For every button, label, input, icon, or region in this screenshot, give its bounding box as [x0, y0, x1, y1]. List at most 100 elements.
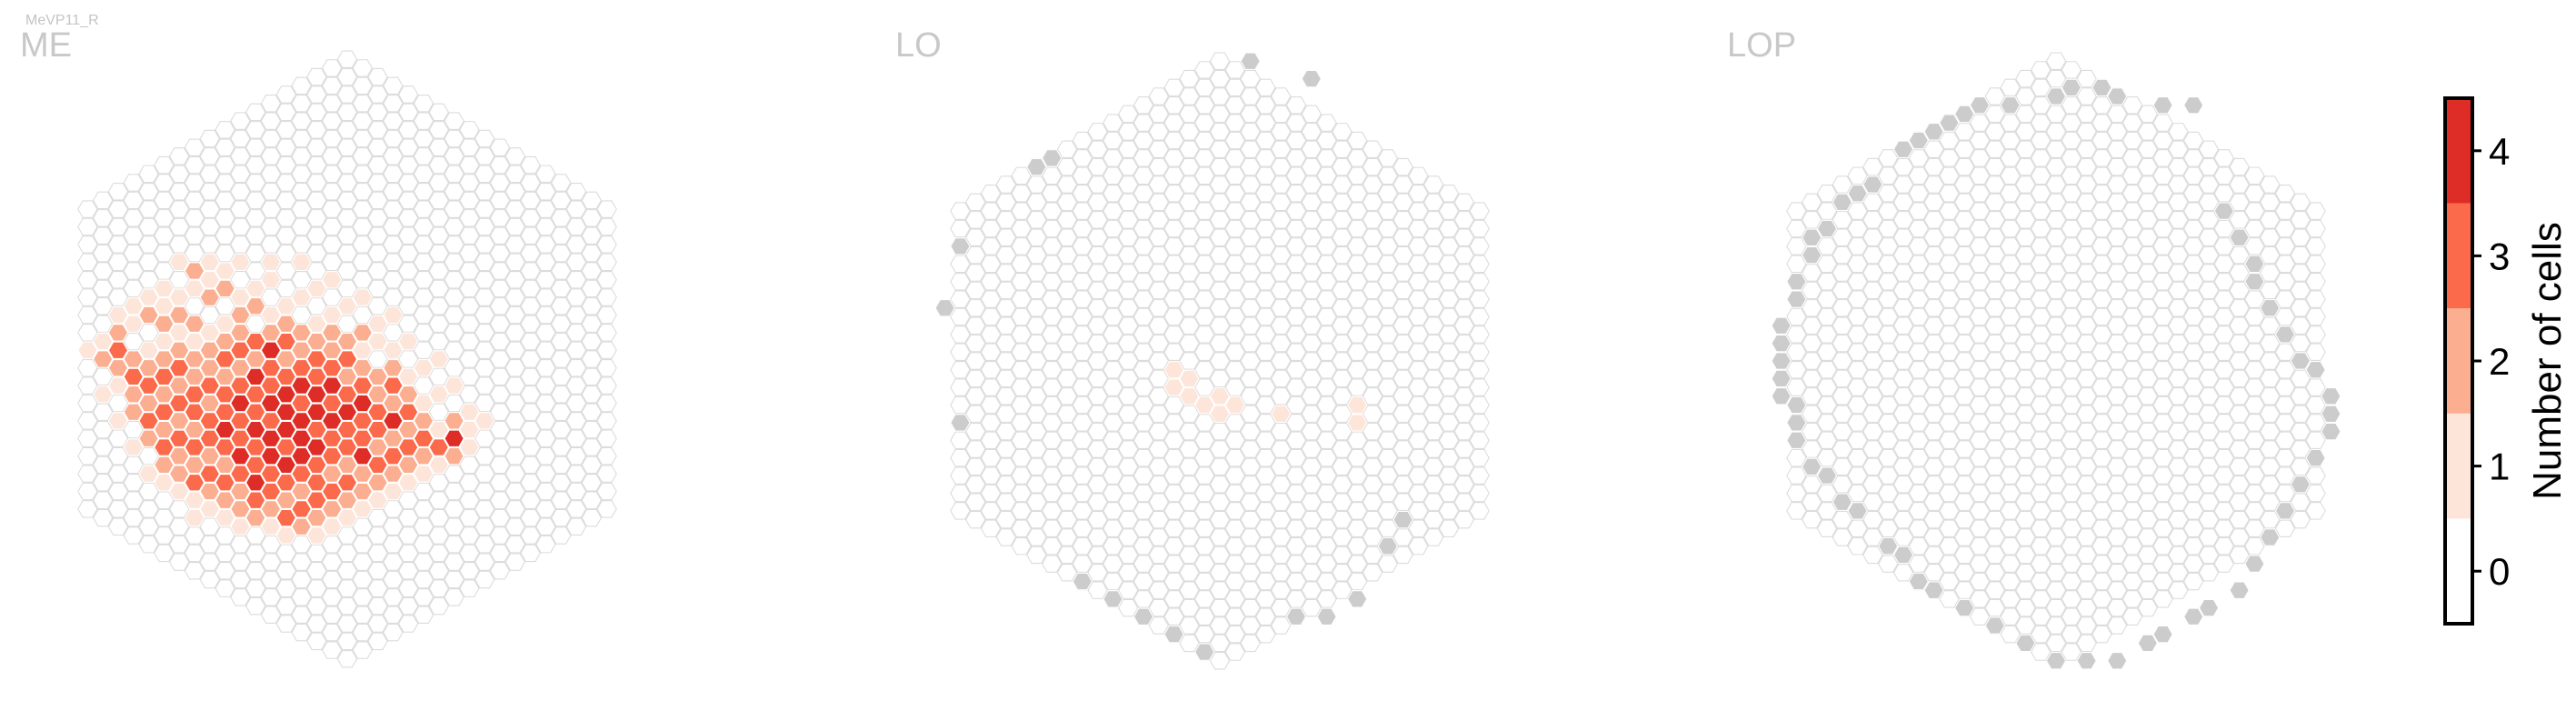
hex-count-1 [428, 350, 450, 368]
hex-empty [2030, 536, 2052, 556]
hex-empty [92, 315, 114, 333]
hex-empty [1408, 237, 1429, 255]
hex-boundary [1786, 414, 1807, 432]
hex-empty [1255, 325, 1276, 344]
hex-empty [1438, 484, 1460, 503]
hex-empty [1346, 149, 1368, 167]
hex-empty [2137, 369, 2159, 388]
hex-empty [1469, 431, 1490, 450]
hex-empty [397, 544, 419, 563]
hex-count-2 [321, 465, 343, 483]
hex-empty [1193, 625, 1215, 644]
hex-empty [428, 403, 450, 421]
hex-count-3 [413, 429, 434, 448]
hex-empty [565, 482, 587, 501]
hex-empty [2229, 457, 2250, 476]
hex-empty [2122, 502, 2143, 520]
hex-empty [1408, 484, 1429, 503]
hex-empty [1923, 175, 1944, 194]
hex-empty [1362, 369, 1383, 388]
hex-empty [1240, 352, 1261, 370]
hex-empty [1316, 555, 1337, 573]
hex-empty [995, 528, 1017, 546]
hex-empty [2092, 114, 2112, 132]
hex-empty [1316, 396, 1337, 415]
hex-boundary [1771, 387, 1792, 406]
hex-empty [520, 350, 541, 368]
hex-count-1 [459, 420, 480, 439]
hex-empty [1240, 105, 1261, 124]
hex-empty [1892, 440, 1914, 458]
hex-empty [1801, 264, 1822, 282]
hex-empty [474, 147, 495, 165]
hex-empty [489, 526, 511, 545]
hex-empty [2198, 140, 2220, 158]
hex-empty [260, 94, 282, 113]
hex-empty [1117, 316, 1139, 335]
hex-empty [2076, 69, 2097, 88]
hex-empty [1984, 510, 2006, 529]
hex-boundary [2290, 476, 2311, 494]
hex-empty [2259, 334, 2281, 353]
hex-count-2 [184, 367, 205, 386]
hex-empty [1103, 149, 1123, 167]
hex-empty [2015, 245, 2036, 265]
hex-empty [1453, 228, 1475, 246]
hex-empty [1072, 325, 1093, 344]
hex-empty [1240, 546, 1261, 565]
hex-count-2 [199, 288, 221, 306]
hex-empty [1469, 343, 1490, 362]
hex-count-1 [459, 438, 480, 456]
hex-empty [1862, 281, 1883, 300]
hex-empty [1969, 114, 1991, 132]
hex-empty [413, 376, 434, 395]
hex-empty [413, 553, 434, 571]
hex-empty [980, 290, 1002, 308]
hex-empty [1255, 237, 1276, 255]
hex-empty [123, 491, 145, 509]
hex-empty [1148, 140, 1170, 158]
hex-empty [1362, 546, 1383, 565]
hex-empty [1423, 457, 1444, 476]
hex-empty [1041, 502, 1063, 520]
hex-empty [1346, 502, 1368, 520]
hex-empty [138, 500, 159, 518]
hex-empty [154, 262, 175, 280]
hex-empty [1026, 352, 1047, 370]
hex-empty [1939, 290, 1960, 308]
hex-empty [1316, 466, 1337, 485]
hex-count-3 [306, 350, 327, 368]
hex-empty [2092, 131, 2112, 150]
hex-empty [215, 174, 235, 192]
hex-empty [1026, 387, 1047, 406]
hex-empty [275, 244, 297, 263]
hex-empty [2259, 510, 2281, 529]
hex-empty [1041, 307, 1063, 326]
hex-empty [1786, 202, 1807, 220]
hex-empty [2259, 175, 2281, 194]
hex-empty [260, 588, 282, 606]
hex-empty [2198, 175, 2220, 194]
hex-count-1 [306, 279, 327, 298]
hex-empty [1877, 237, 1899, 255]
hex-empty [1908, 484, 1930, 503]
hex-empty [2290, 457, 2311, 476]
hex-empty [565, 358, 587, 377]
hex-empty [1346, 184, 1368, 203]
hex-empty [1072, 255, 1093, 274]
hex-empty [428, 138, 450, 156]
hex-count-2 [199, 394, 221, 413]
hex-empty [2122, 414, 2143, 432]
hex-empty [459, 279, 480, 298]
hex-empty [535, 270, 556, 289]
hex-empty [321, 641, 343, 659]
hex-empty [2168, 510, 2189, 529]
hex-count-3 [336, 438, 358, 456]
hex-empty [1332, 281, 1353, 300]
hex-empty [550, 279, 572, 298]
hex-empty [413, 182, 434, 201]
hex-empty [1346, 272, 1368, 291]
hex-empty [1892, 528, 1914, 546]
hex-empty [2061, 131, 2082, 150]
hex-empty [1087, 546, 1108, 565]
